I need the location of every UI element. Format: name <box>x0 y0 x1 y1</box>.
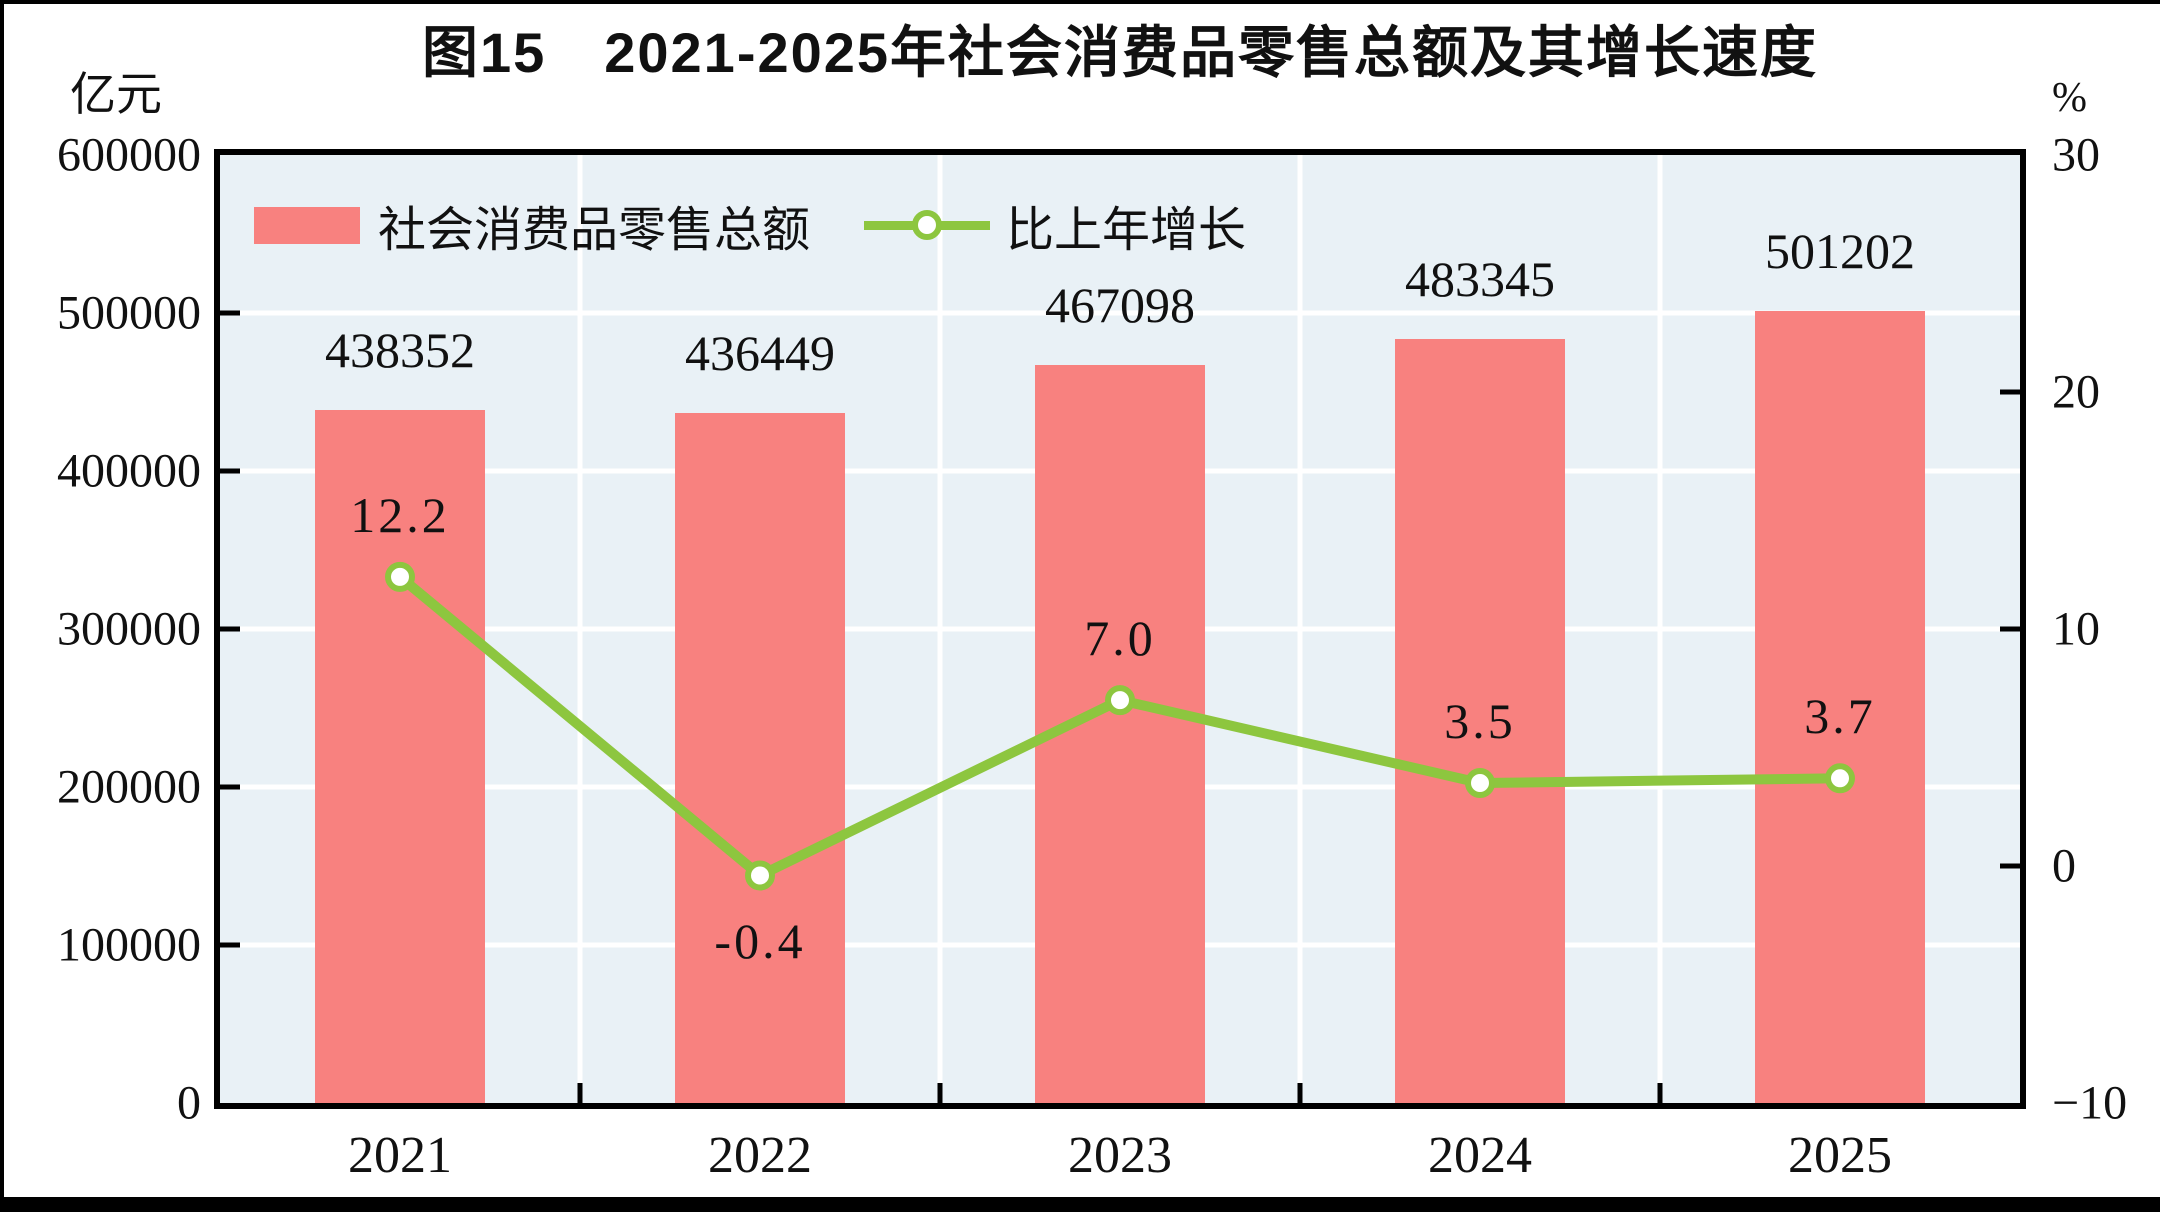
left-axis-tick <box>220 310 240 316</box>
right-axis-tick-label: 10 <box>2052 602 2100 656</box>
right-axis-tick-label: −10 <box>2052 1076 2128 1130</box>
gridline-vertical <box>1657 155 1663 1103</box>
x-axis-category-label: 2024 <box>1428 1127 1532 1184</box>
legend-bar-swatch <box>254 206 360 244</box>
x-axis-tick <box>1297 1083 1303 1103</box>
growth-value-label: -0.4 <box>714 913 806 970</box>
right-axis-tick-label: 0 <box>2052 839 2076 893</box>
left-axis-unit-label: 亿元 <box>70 69 162 120</box>
growth-value-label: 3.7 <box>1804 688 1876 745</box>
left-axis-tick <box>220 784 240 790</box>
bar-value-label: 438352 <box>325 322 475 379</box>
bar-2022 <box>675 413 845 1103</box>
growth-value-label: 12.2 <box>350 486 450 543</box>
bar-value-label: 483345 <box>1405 251 1555 308</box>
x-axis-tick <box>577 1083 583 1103</box>
left-axis-tick <box>220 626 240 632</box>
growth-value-label: 3.5 <box>1444 693 1516 750</box>
growth-value-label: 7.0 <box>1084 610 1156 667</box>
left-axis-tick-label: 500000 <box>57 286 201 340</box>
plot-area: 438352 436449 467098 483345 501202 12.2 -0.4 7.… <box>214 149 2026 1109</box>
gridline-vertical <box>937 155 943 1103</box>
bar-value-label: 436449 <box>685 325 835 382</box>
x-axis-category-label: 2021 <box>348 1127 452 1184</box>
left-axis-tick <box>220 942 240 948</box>
right-axis-tick-label: 30 <box>2052 128 2100 182</box>
right-axis-unit-label: % <box>2052 75 2087 121</box>
page-border-top <box>0 0 2160 4</box>
bar-value-label: 501202 <box>1765 223 1915 280</box>
x-axis-category-label: 2022 <box>708 1127 812 1184</box>
gridline-vertical <box>1297 155 1303 1103</box>
bar-value-label: 467098 <box>1045 276 1195 333</box>
legend-bar-label: 社会消费品零售总额 <box>378 204 811 257</box>
right-axis-tick-label: 20 <box>2052 365 2100 419</box>
x-axis-tick <box>937 1083 943 1103</box>
page-border-bottom <box>0 1197 2160 1212</box>
left-axis-tick-label: 0 <box>177 1076 201 1130</box>
bar-2023 <box>1035 365 1205 1103</box>
x-axis-category-label: 2025 <box>1788 1127 1892 1184</box>
right-axis-tick <box>2000 389 2020 395</box>
x-axis-category-label: 2023 <box>1068 1127 1172 1184</box>
left-axis-tick-label: 400000 <box>57 444 201 498</box>
left-axis-tick-label: 600000 <box>57 128 201 182</box>
left-axis-tick <box>220 468 240 474</box>
right-axis-tick <box>2000 863 2020 869</box>
left-axis-tick-label: 300000 <box>57 602 201 656</box>
left-axis-tick-label: 200000 <box>57 760 201 814</box>
legend: 社会消费品零售总额 比上年增长 <box>254 195 1246 257</box>
legend-line-label: 比上年增长 <box>1006 204 1247 257</box>
page-border-left <box>0 0 4 1212</box>
gridline-horizontal <box>220 310 2020 316</box>
legend-line-swatch <box>864 210 991 240</box>
chart-title: 图15 2021-2025年社会消费品零售总额及其增长速度 <box>421 21 1819 84</box>
right-axis-tick <box>2000 626 2020 632</box>
left-axis-tick-label: 100000 <box>57 918 201 972</box>
x-axis-tick <box>1657 1083 1663 1103</box>
gridline-vertical <box>577 155 583 1103</box>
legend-line-marker-icon <box>912 210 943 240</box>
